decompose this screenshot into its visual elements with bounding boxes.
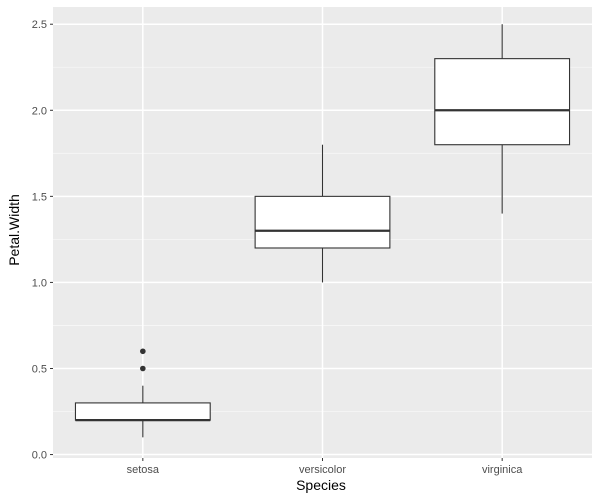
boxplot-setosa xyxy=(74,348,211,438)
box xyxy=(254,195,391,249)
y-tick-label: 1.5 xyxy=(32,191,47,203)
outlier-point xyxy=(140,365,146,372)
boxplots xyxy=(74,24,571,438)
x-tick-label: virginica xyxy=(482,464,523,476)
y-tick-label: 2.5 xyxy=(32,19,47,31)
y-axis-ticks: 0.0 0.5 1.0 1.5 2.0 2.5 xyxy=(32,19,53,462)
x-axis-ticks: setosa versicolor virginica xyxy=(127,458,523,476)
outlier-point xyxy=(140,348,146,355)
x-tick-label: versicolor xyxy=(299,464,346,476)
box xyxy=(434,58,571,146)
y-tick-label: 1.0 xyxy=(32,277,47,289)
y-tick-label: 2.0 xyxy=(32,105,47,117)
boxplot-virginica xyxy=(434,24,571,214)
x-axis-title: Species xyxy=(296,477,346,493)
x-tick-label: setosa xyxy=(127,464,160,476)
box xyxy=(74,402,211,421)
boxplot-versicolor xyxy=(254,144,391,283)
y-tick-label: 0.0 xyxy=(32,450,47,462)
y-tick-label: 0.5 xyxy=(32,363,47,375)
y-axis-title: Petal.Width xyxy=(6,194,22,266)
